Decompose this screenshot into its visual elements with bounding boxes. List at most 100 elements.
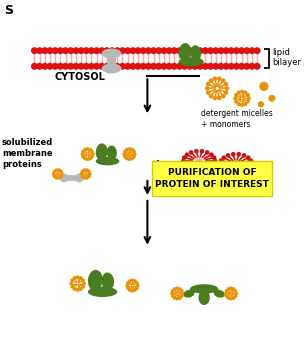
Circle shape	[123, 153, 125, 155]
Text: +: +	[150, 157, 164, 175]
Circle shape	[52, 173, 55, 175]
Circle shape	[205, 168, 209, 171]
Circle shape	[133, 153, 136, 155]
Circle shape	[70, 282, 73, 285]
Circle shape	[242, 154, 245, 157]
Circle shape	[127, 287, 129, 289]
Circle shape	[53, 175, 55, 177]
Ellipse shape	[88, 286, 117, 297]
Circle shape	[195, 150, 198, 153]
Ellipse shape	[179, 57, 204, 66]
Circle shape	[237, 153, 240, 156]
Circle shape	[265, 87, 267, 90]
Circle shape	[182, 64, 187, 69]
Circle shape	[161, 64, 167, 69]
Circle shape	[104, 64, 110, 69]
Circle shape	[78, 64, 84, 69]
Circle shape	[115, 48, 120, 54]
Circle shape	[182, 160, 185, 163]
FancyBboxPatch shape	[63, 175, 80, 181]
Circle shape	[94, 64, 99, 69]
Circle shape	[89, 48, 94, 54]
Circle shape	[192, 48, 198, 54]
Circle shape	[151, 64, 156, 69]
Circle shape	[260, 85, 262, 88]
Circle shape	[225, 87, 229, 90]
Circle shape	[68, 64, 74, 69]
Ellipse shape	[108, 64, 115, 68]
Circle shape	[213, 160, 217, 163]
Circle shape	[156, 64, 161, 69]
Circle shape	[79, 277, 82, 279]
Circle shape	[79, 288, 82, 290]
Circle shape	[180, 295, 183, 297]
Circle shape	[254, 64, 260, 69]
Circle shape	[260, 102, 262, 104]
Circle shape	[200, 150, 204, 153]
Circle shape	[247, 169, 250, 172]
Circle shape	[218, 96, 221, 100]
Circle shape	[179, 297, 181, 299]
Circle shape	[213, 96, 217, 100]
Ellipse shape	[198, 290, 210, 305]
Circle shape	[83, 169, 85, 171]
Circle shape	[270, 96, 272, 98]
Circle shape	[223, 64, 229, 69]
Circle shape	[86, 177, 88, 179]
Circle shape	[185, 166, 188, 169]
Circle shape	[55, 169, 58, 171]
Circle shape	[232, 153, 235, 156]
Circle shape	[89, 64, 94, 69]
Circle shape	[124, 155, 126, 158]
Circle shape	[127, 282, 129, 284]
Circle shape	[230, 298, 232, 300]
Circle shape	[82, 155, 84, 158]
Circle shape	[88, 175, 90, 177]
Circle shape	[68, 48, 74, 54]
Circle shape	[76, 289, 79, 291]
Circle shape	[89, 148, 91, 151]
Circle shape	[104, 48, 110, 54]
Circle shape	[126, 284, 128, 287]
Circle shape	[272, 96, 274, 98]
Circle shape	[87, 158, 89, 161]
Circle shape	[151, 48, 156, 54]
Circle shape	[261, 103, 263, 106]
Ellipse shape	[107, 146, 117, 160]
Circle shape	[206, 87, 209, 90]
Ellipse shape	[108, 63, 115, 67]
Circle shape	[86, 169, 88, 171]
Circle shape	[172, 295, 174, 297]
Circle shape	[130, 48, 136, 54]
Circle shape	[235, 100, 237, 103]
Circle shape	[218, 48, 224, 54]
Circle shape	[126, 148, 128, 151]
FancyBboxPatch shape	[152, 161, 272, 196]
Circle shape	[42, 48, 48, 54]
Circle shape	[254, 48, 260, 54]
Circle shape	[205, 151, 209, 154]
Ellipse shape	[107, 61, 116, 65]
Circle shape	[239, 64, 244, 69]
Circle shape	[60, 171, 62, 173]
Text: lipid–detergent micelles: lipid–detergent micelles	[174, 178, 266, 187]
Ellipse shape	[107, 60, 116, 64]
Circle shape	[224, 91, 228, 94]
Circle shape	[131, 157, 133, 160]
Text: PURIFICATION OF
PROTEIN OF INTEREST: PURIFICATION OF PROTEIN OF INTEREST	[155, 169, 269, 189]
Circle shape	[246, 94, 249, 96]
Circle shape	[183, 156, 186, 159]
Circle shape	[225, 295, 228, 297]
Circle shape	[213, 77, 217, 80]
Circle shape	[200, 169, 204, 172]
Circle shape	[234, 64, 239, 69]
Circle shape	[250, 162, 253, 166]
Circle shape	[244, 48, 249, 54]
Circle shape	[226, 154, 230, 157]
Circle shape	[166, 48, 172, 54]
Circle shape	[109, 48, 115, 54]
Circle shape	[190, 151, 193, 154]
Circle shape	[91, 155, 93, 158]
Circle shape	[73, 288, 76, 290]
Circle shape	[83, 48, 89, 54]
